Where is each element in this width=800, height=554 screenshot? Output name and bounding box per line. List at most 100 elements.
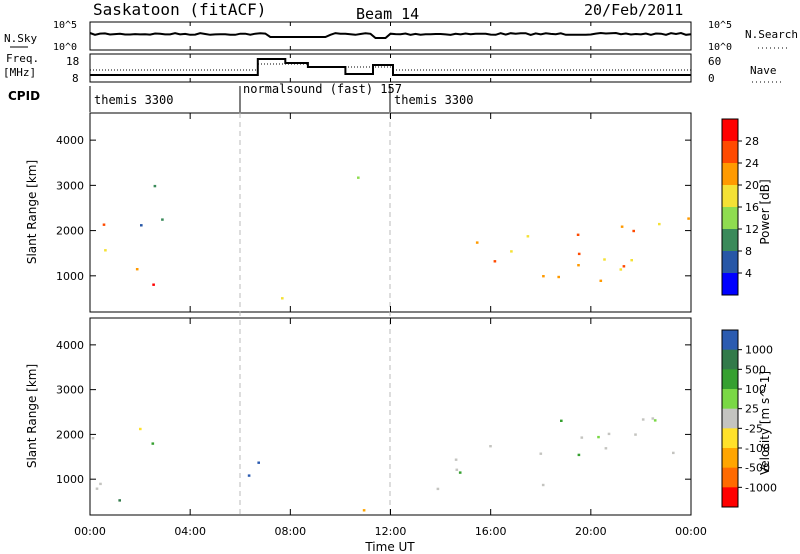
xtick-label: 04:00 — [174, 525, 206, 538]
colorbar-segment — [722, 428, 738, 449]
colorbar-tick-label: 8 — [745, 245, 752, 258]
colorbar-tick-label: 28 — [745, 135, 759, 148]
echo-cell — [281, 297, 284, 300]
echo-cell — [455, 468, 459, 471]
nave-tick-top: 60 — [708, 55, 721, 68]
echo-cell — [687, 217, 690, 220]
nsearch-label: N.Search — [745, 28, 798, 41]
echo-cell — [257, 461, 260, 464]
ytick-label: 1000 — [56, 473, 84, 486]
power-colorbar: 4 8 12 16 20 24 28 — [721, 118, 759, 296]
colorbar-tick-label: 20 — [745, 179, 759, 192]
echo-cell — [576, 233, 580, 236]
colorbar-segment — [722, 448, 738, 469]
cpid-mode-3: themis 3300 — [394, 93, 473, 107]
echo-cell — [153, 184, 157, 188]
colorbar-segment — [722, 185, 738, 208]
xtick-label: 00:00 — [74, 525, 106, 538]
freq-panel-frame — [89, 53, 692, 83]
colorbar-tick-label: 4 — [745, 267, 752, 280]
echo-cell — [102, 223, 106, 226]
time-xaxis: 00:00 04:00 08:00 12:00 16:00 20:00 00:00 — [74, 22, 707, 538]
echo-cell — [622, 265, 626, 268]
nsky-label: N.Sky — [4, 32, 37, 45]
ytick-label: 1000 — [56, 270, 84, 283]
echo-cell — [436, 487, 440, 491]
colorbar-segment — [722, 389, 738, 410]
colorbar-segment — [722, 349, 738, 370]
colorbar-segment — [722, 273, 738, 296]
echo-cell — [658, 222, 661, 226]
echo-cell — [539, 452, 543, 455]
freq-unit: [MHz] — [3, 66, 36, 79]
colorbar-segment — [722, 163, 738, 186]
power-colorbar-label: Power [dB] — [758, 179, 772, 244]
power-heatmap-cells — [102, 176, 690, 300]
nsky-panel-frame — [89, 21, 692, 51]
colorbar-segment — [722, 119, 738, 142]
cpid-label: CPID — [8, 89, 40, 103]
freq-trace — [90, 58, 691, 76]
freq-label: Freq. — [6, 52, 39, 65]
time-xlabel: Time UT — [364, 540, 415, 554]
echo-cell — [632, 229, 635, 233]
echo-cell — [104, 249, 107, 252]
colorbar-segment — [722, 229, 738, 252]
echo-cell — [603, 258, 606, 261]
echo-cell — [99, 482, 102, 486]
echo-cell — [135, 268, 139, 271]
echo-cell — [542, 275, 545, 278]
colorbar-tick-label: -500 — [745, 462, 770, 475]
power-ylabel: Slant Range [km] — [25, 160, 39, 264]
colorbar-segment — [722, 487, 738, 508]
colorbar-tick-label: 1000 — [745, 344, 773, 357]
colorbar-tick-label: -25 — [745, 422, 763, 435]
echo-cell — [651, 417, 655, 420]
echo-cell — [541, 483, 545, 487]
velocity-yaxis: 1000 2000 3000 4000 — [56, 339, 691, 486]
colorbar-segment — [722, 141, 738, 164]
xtick-label: 20:00 — [575, 525, 607, 538]
colorbar-segment — [722, 369, 738, 390]
colorbar-tick-label: 100 — [745, 383, 766, 396]
colorbar-tick-label: 16 — [745, 201, 759, 214]
echo-cell — [151, 442, 155, 445]
velocity-colorbar: 1000 500 100 25 -25 -100 -500 -1000 — [721, 329, 777, 508]
ytick-label: 3000 — [56, 384, 84, 397]
echo-cell — [634, 433, 637, 436]
echo-cell — [560, 419, 563, 422]
ytick-label: 4000 — [56, 339, 84, 352]
nave-tick-bottom: 0 — [708, 72, 715, 85]
velocity-heatmap-cells — [91, 417, 675, 512]
ytick-label: 2000 — [56, 225, 84, 238]
power-yaxis: 1000 2000 3000 4000 — [56, 134, 691, 283]
echo-cell — [577, 453, 581, 457]
xtick-label: 16:00 — [475, 525, 507, 538]
colorbar-tick-label: -100 — [745, 442, 770, 455]
echo-cell — [161, 218, 164, 221]
echo-cell — [152, 283, 155, 286]
echo-cell — [653, 419, 657, 422]
colorbar-segment — [722, 467, 738, 488]
nsearch-tick-top: 10^5 — [708, 20, 732, 31]
echo-cell — [493, 260, 497, 263]
freq-tick-bottom: 8 — [72, 72, 79, 85]
echo-cell — [118, 499, 121, 502]
colorbar-segment — [722, 408, 738, 429]
colorbar-tick-label: 25 — [745, 403, 759, 416]
nsky-trace — [89, 31, 692, 39]
echo-cell — [139, 427, 142, 431]
nave-label: Nave — [750, 64, 777, 77]
echo-cell — [454, 458, 458, 461]
echo-cell — [577, 264, 580, 267]
echo-cell — [357, 176, 360, 179]
echo-cell — [526, 235, 530, 238]
echo-cell — [630, 259, 633, 262]
colorbar-tick-label: 12 — [745, 223, 759, 236]
colorbar-segment — [722, 207, 738, 230]
colorbar-tick-label: 500 — [745, 363, 766, 376]
echo-cell — [672, 451, 675, 455]
cpid-mode-2: normalsound (fast) 157 — [243, 82, 402, 96]
colorbar-frame — [721, 329, 739, 508]
